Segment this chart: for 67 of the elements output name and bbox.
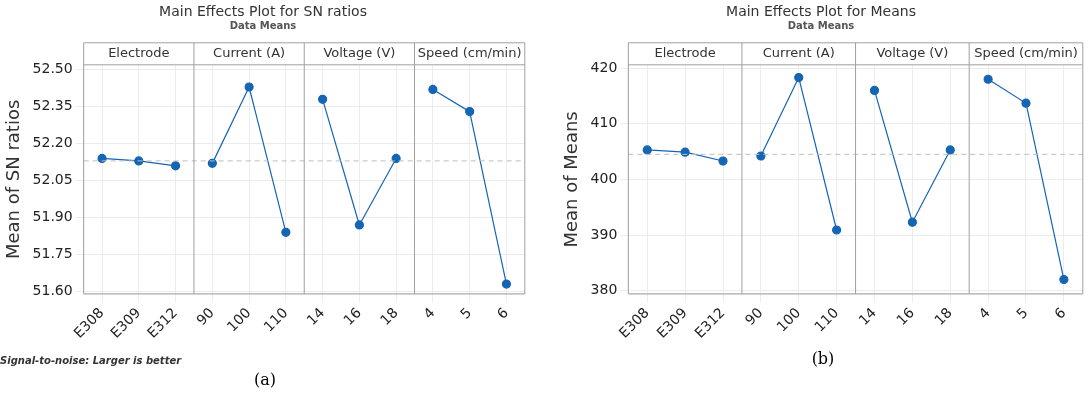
y-tick-label: 52.50 (32, 60, 73, 77)
chart-title: Main Effects Plot for Means (726, 3, 916, 20)
text: Speed (cm/min) (974, 45, 1078, 61)
point (501, 279, 512, 289)
text: Speed (cm/min) (417, 45, 522, 61)
text: Current (A) (762, 45, 835, 61)
y-tick-label: 52.20 (32, 134, 73, 151)
x-tick-label: 4 (419, 304, 438, 322)
x-tick-label: 6 (493, 304, 512, 322)
x-tick-label: 16 (340, 304, 365, 329)
text: (b) (810, 349, 836, 368)
x-tick-label: 18 (931, 304, 955, 329)
y-axis-title: Mean of Means (560, 111, 582, 248)
y-tick-label: 51.75 (32, 245, 73, 262)
point (756, 151, 766, 161)
point (1021, 98, 1031, 108)
y-tick-label: 52.35 (32, 97, 73, 114)
x-tick-label: 4 (975, 304, 993, 322)
x-tick-label: 90 (193, 304, 218, 329)
x-tick-label: 16 (893, 304, 918, 329)
point (428, 84, 438, 95)
x-tick-label: 110 (260, 304, 291, 335)
point (718, 156, 728, 166)
point (1059, 274, 1069, 285)
point (832, 225, 842, 235)
point (318, 94, 328, 104)
y-axis-title: Mean of SN ratios (2, 99, 24, 260)
text: Voltage (V) (323, 45, 396, 61)
y-tick-label: 390 (590, 225, 618, 242)
chart-subtitle: Data Means (787, 20, 855, 32)
point (794, 72, 804, 83)
text: (a) (253, 370, 277, 389)
x-tick-label: 100 (773, 304, 804, 335)
text: Electrode (654, 45, 716, 61)
y-tick-label: 51.60 (32, 282, 73, 299)
point (945, 145, 955, 155)
point (170, 161, 181, 171)
text: Signal-to-noise: Larger is better (0, 355, 183, 366)
point (642, 145, 652, 155)
y-tick-label: 52.05 (32, 171, 73, 188)
point (907, 217, 917, 227)
chart-subtitle: Data Means (229, 20, 297, 32)
text: Electrode (108, 45, 170, 61)
point (244, 82, 254, 92)
x-tick-label: 90 (741, 304, 766, 329)
x-tick-label: 100 (223, 304, 254, 335)
x-tick-label: 5 (1013, 304, 1031, 322)
x-tick-label: 6 (1050, 304, 1069, 322)
y-tick-label: 420 (590, 58, 618, 75)
point (281, 227, 291, 237)
x-tick-label: 14 (303, 304, 328, 329)
text: Voltage (V) (876, 45, 949, 61)
y-tick-label: 51.90 (32, 208, 73, 225)
chart-title: Main Effects Plot for SN ratios (159, 3, 367, 20)
y-tick-label: 400 (590, 170, 618, 187)
point (983, 74, 993, 84)
point (465, 107, 475, 117)
x-tick-label: 110 (811, 304, 842, 335)
point (391, 153, 401, 164)
y-tick-label: 410 (590, 114, 618, 131)
text: Current (A) (213, 45, 286, 61)
point (354, 220, 364, 230)
x-tick-label: 5 (456, 304, 475, 322)
y-tick-label: 380 (590, 281, 618, 298)
point (869, 85, 880, 95)
x-tick-label: 14 (855, 304, 880, 329)
x-tick-label: 18 (376, 304, 401, 329)
